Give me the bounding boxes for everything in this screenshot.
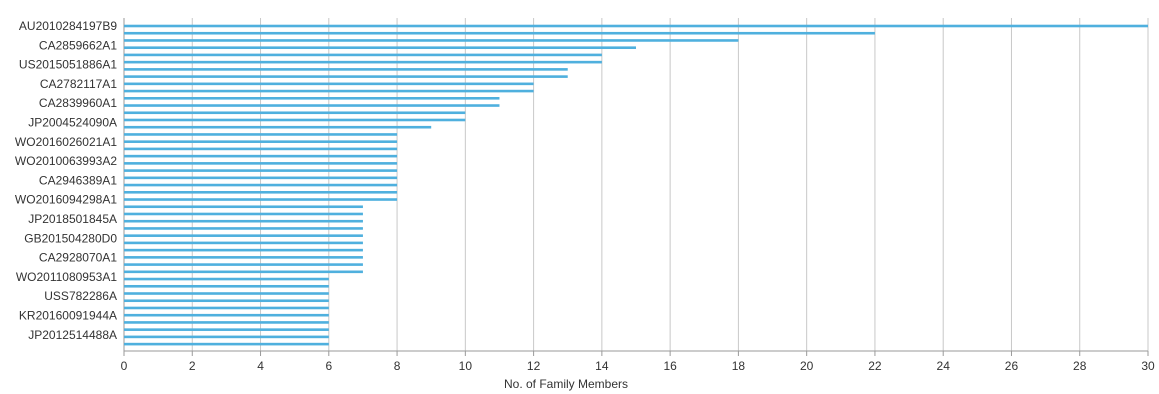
bar-25[interactable] (124, 205, 363, 209)
x-tick-label-2: 2 (189, 359, 196, 373)
bar-22[interactable] (124, 183, 398, 187)
x-tick-label-18: 18 (732, 359, 746, 373)
category-label-13: WO2011080953A1 (16, 270, 118, 284)
bar-44[interactable] (124, 342, 329, 346)
bar-35[interactable] (124, 277, 329, 281)
x-tick-label-0: 0 (121, 359, 128, 373)
bar-16[interactable] (124, 140, 398, 143)
bar-21[interactable] (124, 176, 398, 180)
bar-20[interactable] (124, 169, 398, 172)
bar-26[interactable] (124, 212, 363, 216)
category-label-7: WO2010063993A2 (15, 154, 117, 168)
bar-14[interactable] (124, 125, 432, 129)
x-tick-label-26: 26 (1005, 359, 1019, 373)
x-tick-label-28: 28 (1073, 359, 1087, 373)
bar-31[interactable] (124, 248, 363, 252)
bar-4[interactable] (124, 53, 602, 57)
bar-1[interactable] (124, 31, 875, 35)
bar-12[interactable] (124, 111, 466, 115)
bar-7[interactable] (124, 75, 568, 78)
category-label-2: US2015051886A1 (19, 58, 117, 72)
category-label-3: CA2782117A1 (40, 77, 118, 91)
bar-42[interactable] (124, 328, 329, 331)
category-label-0: AU2010284197B9 (19, 19, 117, 33)
bar-11[interactable] (124, 104, 500, 107)
x-tick-label-24: 24 (937, 359, 951, 373)
bar-13[interactable] (124, 118, 466, 122)
bar-34[interactable] (124, 270, 363, 274)
category-label-11: GB201504280D0 (24, 231, 117, 245)
category-label-6: WO2016026021A1 (15, 135, 117, 149)
x-tick-label-6: 6 (325, 359, 332, 373)
x-axis-title: No. of Family Members (504, 377, 628, 391)
bar-6[interactable] (124, 68, 568, 71)
x-tick-label-4: 4 (257, 359, 264, 373)
category-label-12: CA2928070A1 (39, 251, 117, 265)
category-label-15: KR20160091944A (19, 309, 117, 323)
bar-17[interactable] (124, 147, 398, 151)
category-labels: AU2010284197B9 CA2859662A1 US2015051886A1 C… (15, 19, 117, 342)
x-tick-label-10: 10 (459, 359, 473, 373)
x-tick-label-8: 8 (394, 359, 401, 373)
x-tick-label-16: 16 (663, 359, 677, 373)
category-label-5: JP2004524090A (28, 116, 117, 130)
x-tick-label-12: 12 (527, 359, 541, 373)
category-label-16: JP2012514488A (28, 328, 117, 342)
bar-28[interactable] (124, 227, 363, 230)
category-label-10: JP2018501845A (28, 212, 117, 226)
category-label-9: WO2016094298A1 (15, 193, 117, 207)
x-axis: 0 2 4 6 8 10 12 14 16 18 20 22 24 26 28 30 (121, 350, 1155, 373)
bar-5[interactable] (124, 60, 602, 64)
bar-38[interactable] (124, 299, 329, 303)
x-tick-label-14: 14 (595, 359, 609, 373)
category-label-8: CA2946389A1 (39, 173, 117, 187)
bar-23[interactable] (124, 190, 398, 194)
bars (124, 24, 1148, 346)
bar-24[interactable] (124, 198, 398, 201)
category-label-4: CA2839960A1 (39, 96, 117, 110)
x-tick-label-30: 30 (1141, 359, 1155, 373)
bar-2[interactable] (124, 39, 739, 42)
category-label-14: USS782286A (44, 289, 117, 303)
bar-8[interactable] (124, 82, 534, 86)
x-tick-label-22: 22 (868, 359, 882, 373)
bar-41[interactable] (124, 321, 329, 324)
bar-40[interactable] (124, 313, 329, 317)
bar-43[interactable] (124, 335, 329, 339)
bar-29[interactable] (124, 234, 363, 237)
bar-36[interactable] (124, 284, 329, 288)
bar-37[interactable] (124, 292, 329, 295)
category-label-1: CA2859662A1 (39, 38, 117, 52)
bar-39[interactable] (124, 306, 329, 310)
bar-9[interactable] (124, 89, 534, 93)
bar-19[interactable] (124, 162, 398, 165)
bar-15[interactable] (124, 133, 398, 136)
bar-32[interactable] (124, 256, 363, 259)
bar-3[interactable] (124, 46, 636, 49)
x-tick-label-20: 20 (800, 359, 814, 373)
bar-27[interactable] (124, 219, 363, 223)
bar-18[interactable] (124, 154, 398, 158)
bar-30[interactable] (124, 241, 363, 245)
bar-33[interactable] (124, 263, 363, 266)
bar-10[interactable] (124, 97, 500, 100)
bar-0[interactable] (124, 24, 1148, 28)
